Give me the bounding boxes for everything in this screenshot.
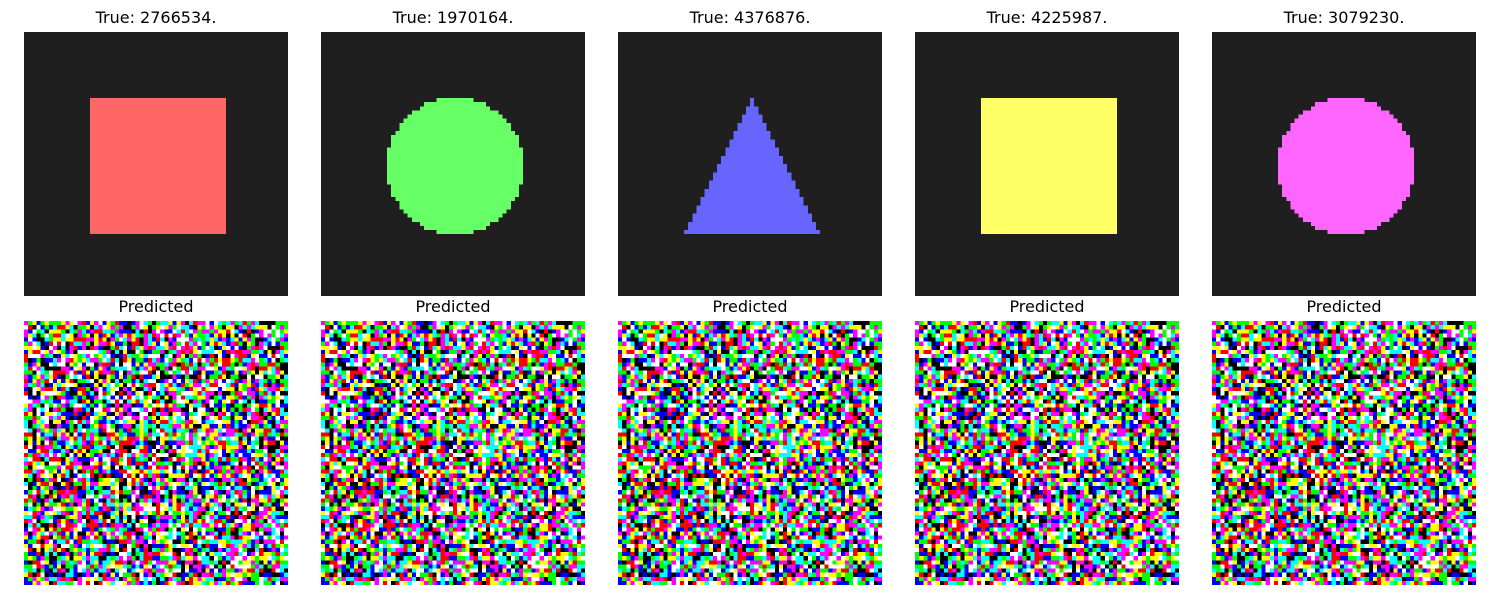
predicted-noise-image <box>24 321 288 585</box>
true-image-square <box>24 32 288 296</box>
predicted-noise-image <box>1212 321 1476 585</box>
true-image-circle <box>1212 32 1476 296</box>
true-image-triangle <box>618 32 882 296</box>
predicted-panel-title: Predicted <box>415 297 491 316</box>
predicted-panel-title: Predicted <box>1009 297 1085 316</box>
predicted-noise-image <box>915 321 1179 585</box>
true-panel-title: True: 3079230. <box>1283 8 1405 27</box>
predicted-noise-image <box>321 321 585 585</box>
true-panel-title: True: 2766534. <box>95 8 217 27</box>
true-image-circle <box>321 32 585 296</box>
predicted-panel-title: Predicted <box>1306 297 1382 316</box>
predicted-noise-image <box>618 321 882 585</box>
true-panel-title: True: 4376876. <box>689 8 811 27</box>
predicted-panel-title: Predicted <box>118 297 194 316</box>
true-image-square <box>915 32 1179 296</box>
predicted-panel-title: Predicted <box>712 297 788 316</box>
true-panel-title: True: 4225987. <box>986 8 1108 27</box>
true-panel-title: True: 1970164. <box>392 8 514 27</box>
